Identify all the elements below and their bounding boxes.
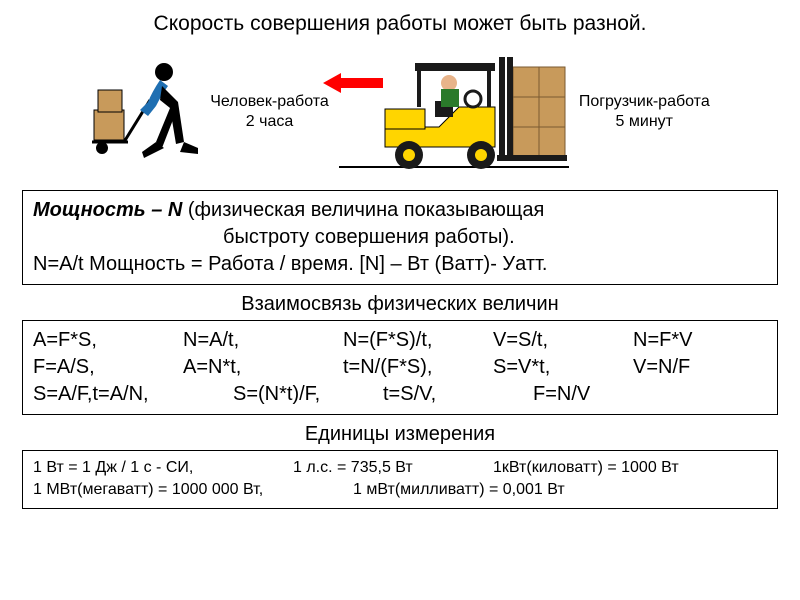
worker-label: Человек-работа 2 часа bbox=[210, 92, 329, 132]
formula-cell: F=N/V bbox=[533, 381, 683, 408]
units-cell: 1 МВт(мегаватт) = 1000 000 Вт, bbox=[33, 479, 353, 501]
formula-cell: V=S/t, bbox=[493, 327, 633, 354]
formula-cell: S=A/F,t=A/N, bbox=[33, 381, 233, 408]
formula-cell: V=N/F bbox=[633, 354, 753, 381]
arrow-icon bbox=[323, 73, 383, 93]
forklift-icon bbox=[339, 47, 569, 177]
definition-line-1: Мощность – N (физическая величина показы… bbox=[33, 197, 767, 224]
definition-line-3: N=A/t Мощность = Работа / время. [N] – В… bbox=[33, 251, 767, 278]
formula-cell: t=S/V, bbox=[383, 381, 533, 408]
formula-cell: S=V*t, bbox=[493, 354, 633, 381]
forklift-label-2: 5 минут bbox=[616, 112, 673, 132]
units-cell: 1 л.с. = 735,5 Вт bbox=[293, 457, 493, 479]
units-cell: 1кВт(киловатт) = 1000 Вт bbox=[493, 457, 753, 479]
worker-label-1: Человек-работа bbox=[210, 92, 329, 112]
definition-rest: (физическая величина показывающая bbox=[182, 199, 544, 221]
page-title: Скорость совершения работы может быть ра… bbox=[0, 0, 800, 36]
formula-cell: t=N/(F*S), bbox=[343, 354, 493, 381]
formula-row-1: A=F*S, N=A/t, N=(F*S)/t, V=S/t, N=F*V bbox=[33, 327, 767, 354]
forklift-label-1: Погрузчик-работа bbox=[579, 92, 710, 112]
definition-bold: Мощность – N bbox=[33, 199, 182, 221]
units-row-1: 1 Вт = 1 Дж / 1 с - СИ, 1 л.с. = 735,5 В… bbox=[33, 457, 767, 479]
units-cell: 1 мВт(милливатт) = 0,001 Вт bbox=[353, 479, 673, 501]
formula-cell: F=A/S, bbox=[33, 354, 183, 381]
units-box: 1 Вт = 1 Дж / 1 с - СИ, 1 л.с. = 735,5 В… bbox=[22, 450, 778, 509]
definition-box: Мощность – N (физическая величина показы… bbox=[22, 190, 778, 285]
illustration-row: Человек-работа 2 часа bbox=[0, 42, 800, 182]
forklift-label: Погрузчик-работа 5 минут bbox=[579, 92, 710, 132]
formula-row-3: S=A/F,t=A/N, S=(N*t)/F, t=S/V, F=N/V bbox=[33, 381, 767, 408]
formulas-box: A=F*S, N=A/t, N=(F*S)/t, V=S/t, N=F*V F=… bbox=[22, 320, 778, 415]
formula-cell: A=N*t, bbox=[183, 354, 343, 381]
units-cell: 1 Вт = 1 Дж / 1 с - СИ, bbox=[33, 457, 293, 479]
forklift-illustration bbox=[339, 47, 569, 177]
formula-cell: A=F*S, bbox=[33, 327, 183, 354]
formula-cell: N=F*V bbox=[633, 327, 753, 354]
worker-illustration bbox=[90, 52, 200, 172]
subheading-units: Единицы измерения bbox=[0, 423, 800, 446]
subheading-relations: Взаимосвязь физических величин bbox=[0, 293, 800, 316]
definition-line-2: быстроту совершения работы). bbox=[33, 224, 767, 251]
units-row-2: 1 МВт(мегаватт) = 1000 000 Вт, 1 мВт(мил… bbox=[33, 479, 767, 501]
formula-cell: S=(N*t)/F, bbox=[233, 381, 383, 408]
formula-cell: N=A/t, bbox=[183, 327, 343, 354]
worker-label-2: 2 часа bbox=[246, 112, 293, 132]
formula-row-2: F=A/S, A=N*t, t=N/(F*S), S=V*t, V=N/F bbox=[33, 354, 767, 381]
formula-cell: N=(F*S)/t, bbox=[343, 327, 493, 354]
worker-icon bbox=[90, 52, 200, 172]
